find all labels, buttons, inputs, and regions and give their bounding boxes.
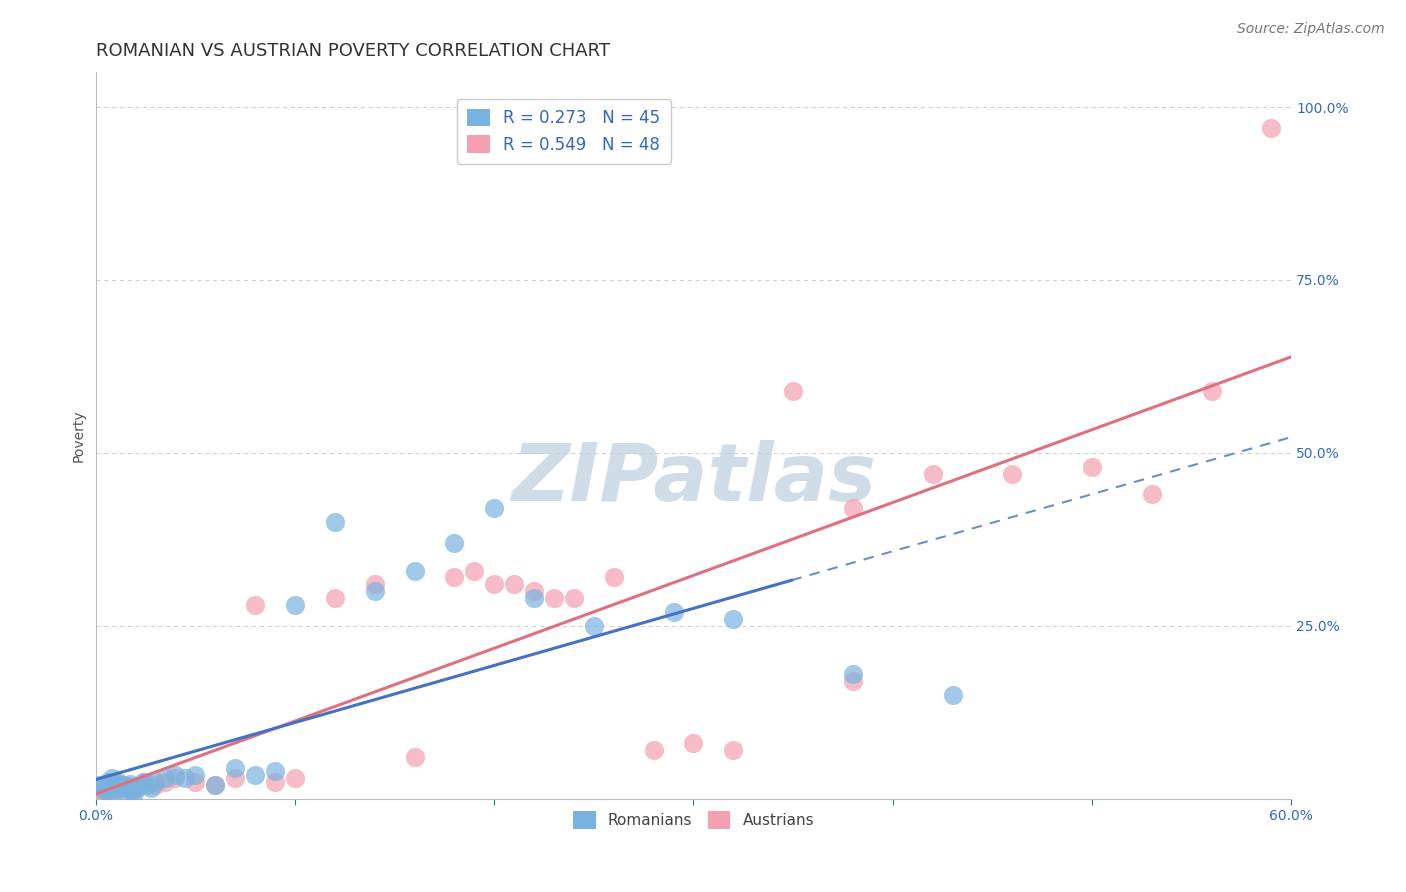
Point xyxy=(103,785,125,799)
Point xyxy=(782,384,804,398)
Point xyxy=(108,781,131,796)
Point xyxy=(90,780,112,794)
Point xyxy=(1140,487,1163,501)
Point xyxy=(145,778,167,792)
Point xyxy=(134,774,156,789)
Point xyxy=(842,674,865,689)
Point xyxy=(484,577,506,591)
Point xyxy=(184,767,207,781)
Point xyxy=(284,771,307,785)
Point xyxy=(136,778,159,792)
Point xyxy=(363,584,385,599)
Point xyxy=(484,501,506,516)
Point xyxy=(1001,467,1024,481)
Point xyxy=(145,774,167,789)
Point xyxy=(1260,120,1282,135)
Point xyxy=(264,774,287,789)
Point xyxy=(100,774,122,789)
Point xyxy=(404,564,426,578)
Legend: Romanians, Austrians: Romanians, Austrians xyxy=(567,805,821,835)
Point xyxy=(124,781,146,796)
Point xyxy=(1201,384,1223,398)
Point xyxy=(723,743,745,757)
Text: ZIPatlas: ZIPatlas xyxy=(510,441,876,518)
Point xyxy=(243,767,266,781)
Point xyxy=(121,783,143,797)
Point xyxy=(114,781,136,796)
Point xyxy=(117,780,139,794)
Point xyxy=(141,781,163,796)
Point xyxy=(124,780,146,794)
Point xyxy=(165,767,187,781)
Point xyxy=(643,743,665,757)
Point xyxy=(174,771,197,785)
Point xyxy=(323,591,346,606)
Point xyxy=(842,667,865,681)
Point xyxy=(103,781,125,796)
Point xyxy=(108,781,131,796)
Point xyxy=(93,785,115,799)
Point xyxy=(363,577,385,591)
Point xyxy=(155,774,177,789)
Point xyxy=(921,467,943,481)
Point xyxy=(603,570,626,584)
Point xyxy=(121,783,143,797)
Point xyxy=(117,781,139,796)
Point xyxy=(94,783,117,797)
Point xyxy=(97,781,120,796)
Point xyxy=(682,737,704,751)
Point xyxy=(204,778,226,792)
Point xyxy=(184,774,207,789)
Point xyxy=(562,591,585,606)
Point xyxy=(523,584,546,599)
Y-axis label: Poverty: Poverty xyxy=(72,409,86,462)
Point xyxy=(224,771,246,785)
Point xyxy=(128,780,150,794)
Point xyxy=(104,778,127,792)
Point xyxy=(89,783,111,797)
Point xyxy=(443,570,465,584)
Point xyxy=(93,776,115,790)
Point xyxy=(100,771,122,785)
Point xyxy=(243,598,266,612)
Point xyxy=(110,778,132,792)
Point xyxy=(264,764,287,779)
Point xyxy=(842,501,865,516)
Point xyxy=(98,783,121,797)
Point xyxy=(112,785,135,799)
Point xyxy=(443,536,465,550)
Point xyxy=(543,591,565,606)
Point xyxy=(204,778,226,792)
Point xyxy=(112,778,135,792)
Point xyxy=(941,688,963,702)
Point xyxy=(523,591,546,606)
Point xyxy=(224,761,246,775)
Point xyxy=(503,577,526,591)
Point xyxy=(107,774,129,789)
Point xyxy=(404,750,426,764)
Text: Source: ZipAtlas.com: Source: ZipAtlas.com xyxy=(1237,22,1385,37)
Point xyxy=(582,619,605,633)
Point xyxy=(132,774,155,789)
Point xyxy=(284,598,307,612)
Point xyxy=(89,781,111,796)
Point xyxy=(97,774,120,789)
Point xyxy=(118,776,141,790)
Point xyxy=(155,771,177,785)
Point xyxy=(94,778,117,792)
Point xyxy=(86,778,108,792)
Point xyxy=(1081,459,1104,474)
Point xyxy=(98,785,121,799)
Point xyxy=(323,515,346,529)
Point xyxy=(104,780,127,794)
Point xyxy=(723,612,745,626)
Point xyxy=(122,786,145,800)
Point xyxy=(662,605,685,619)
Text: ROMANIAN VS AUSTRIAN POVERTY CORRELATION CHART: ROMANIAN VS AUSTRIAN POVERTY CORRELATION… xyxy=(96,42,610,60)
Point xyxy=(463,564,485,578)
Point xyxy=(165,771,187,785)
Point xyxy=(86,781,108,796)
Point xyxy=(90,780,112,794)
